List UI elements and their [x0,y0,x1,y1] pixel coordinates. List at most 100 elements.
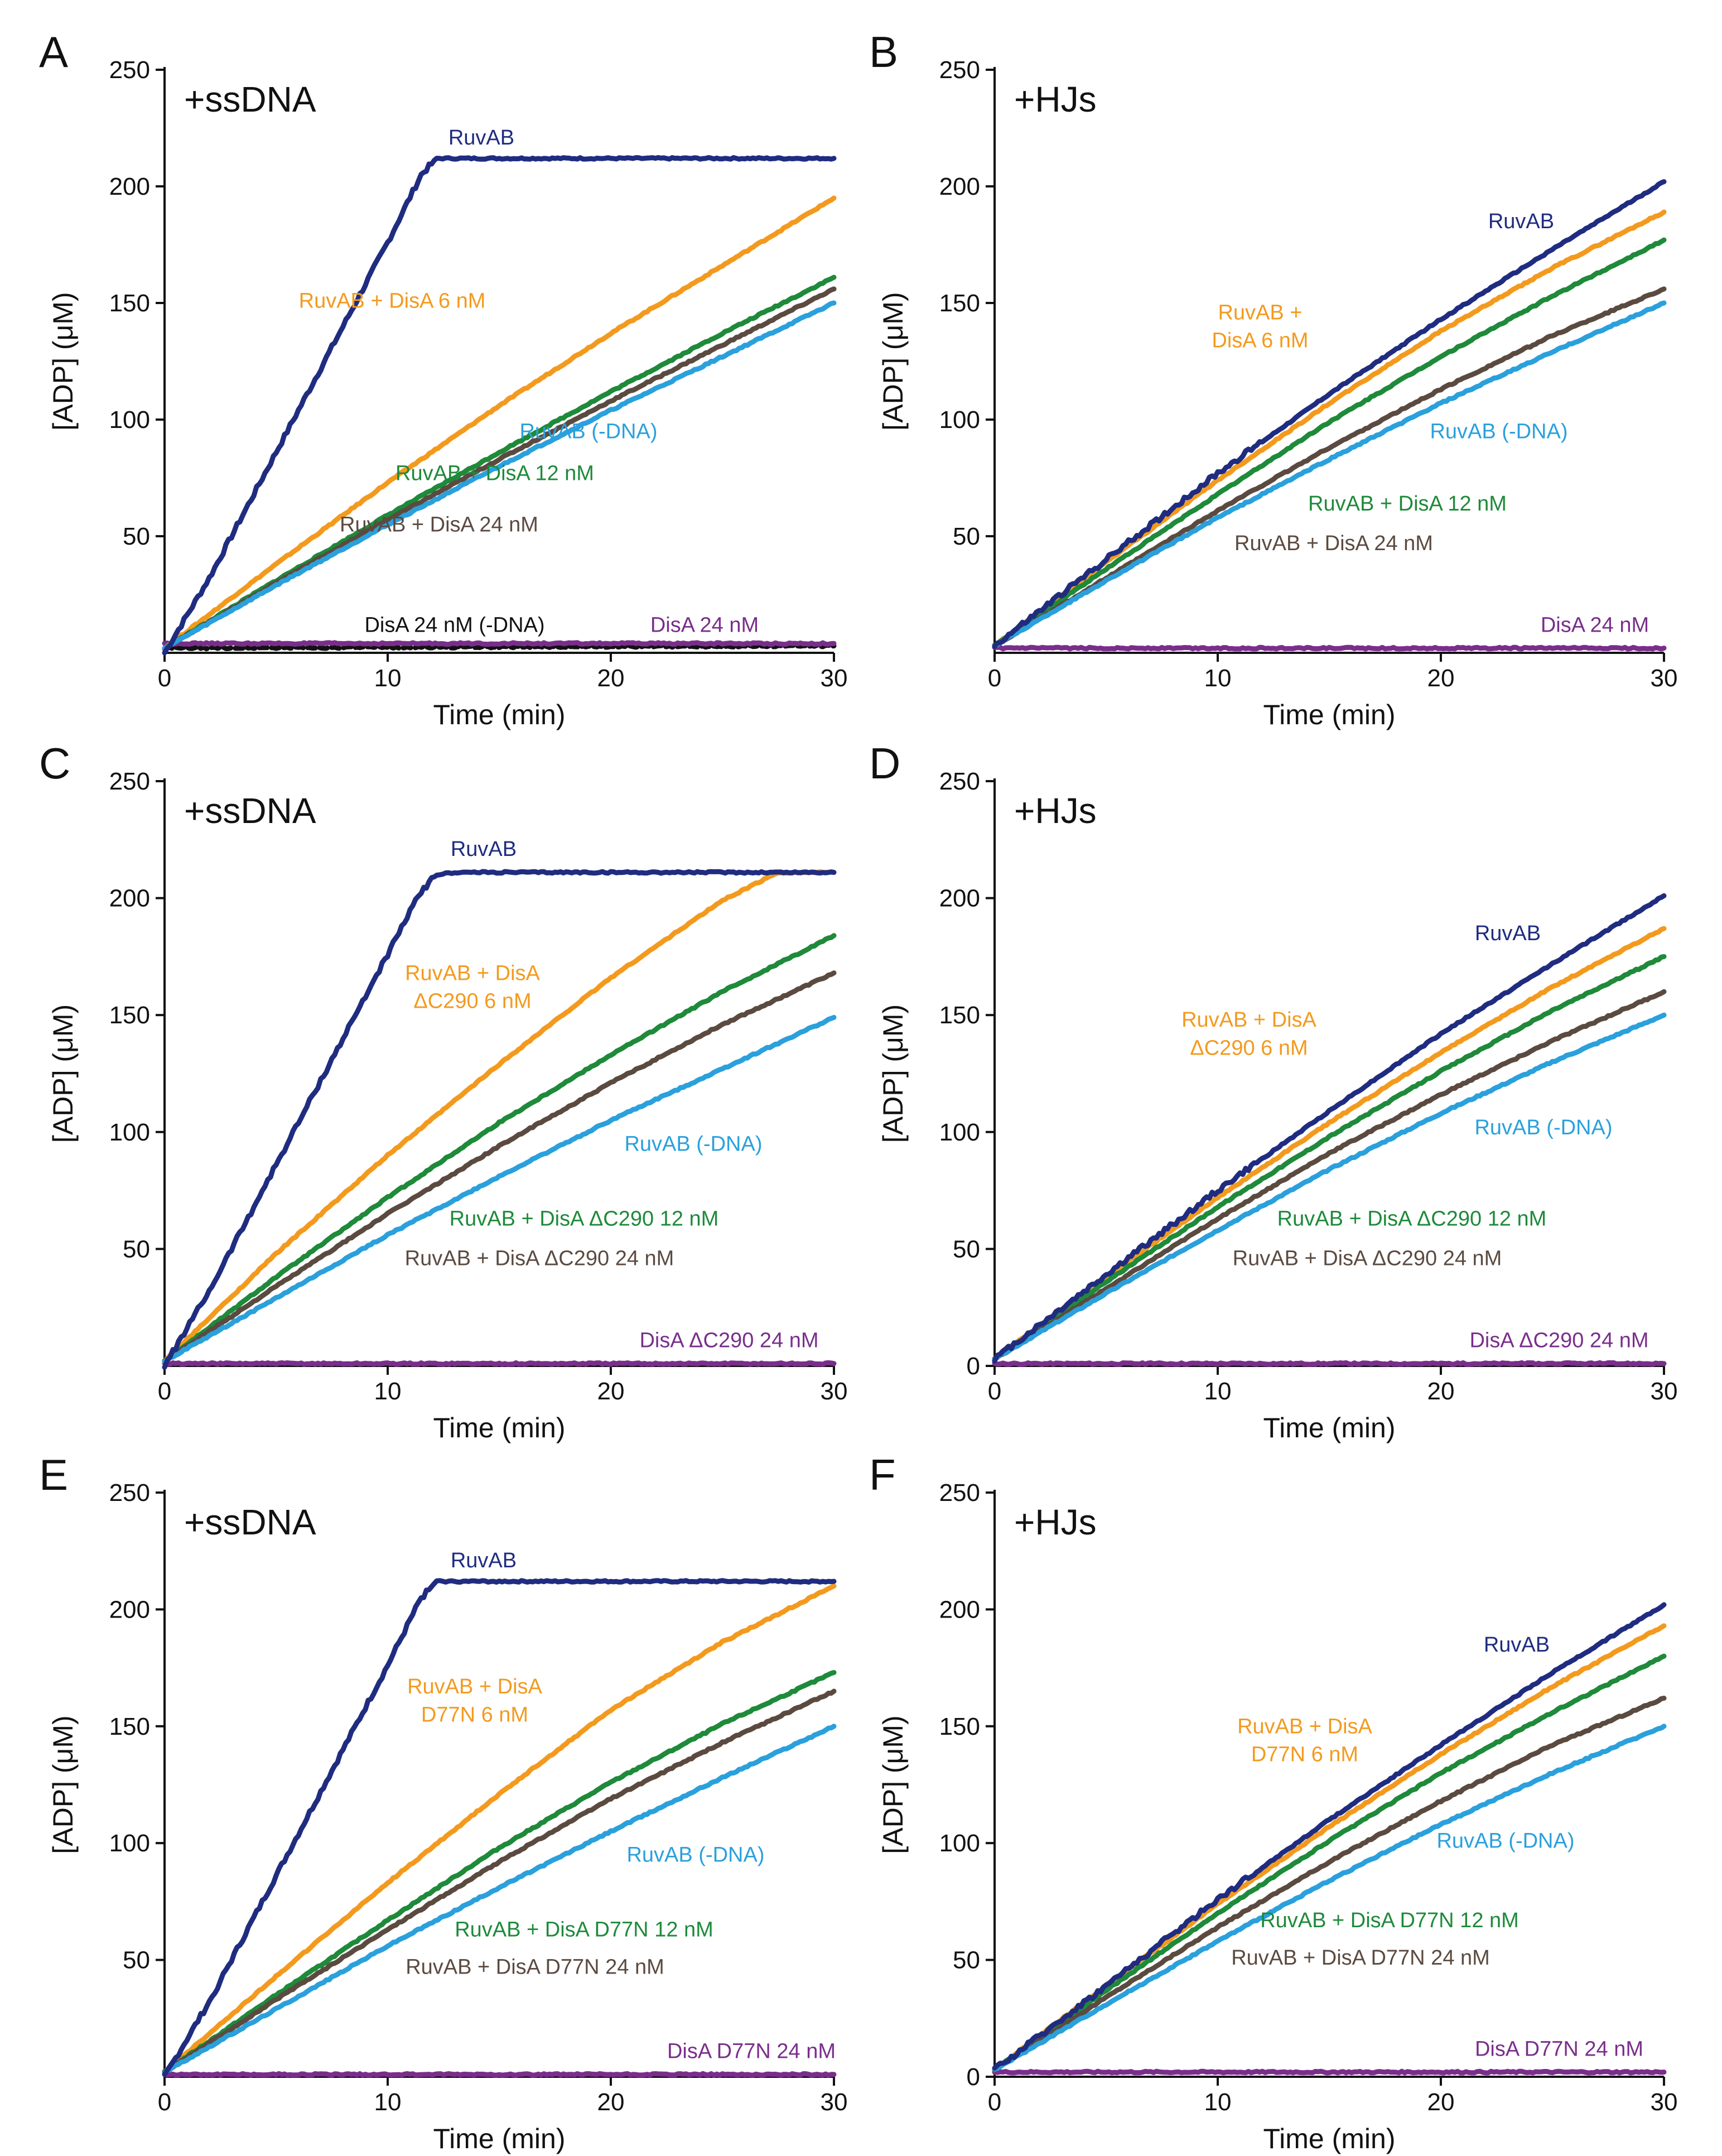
panel-e-y-tick-label: 200 [109,1596,150,1623]
panel-f-series-disa-d77n-24-nm [992,2068,1667,2076]
panel-e-condition: +ssDNA [184,1502,316,1542]
panel-d-condition: +HJs [1014,791,1097,831]
panel-f-x-tick-label: 20 [1427,2088,1455,2116]
panel-d-letter: D [869,739,900,788]
panel-a-y-axis-title: [ADP] (μM) [47,292,79,430]
panel-c-letter: C [39,739,70,788]
panel-e-y-axis-title: [ADP] (μM) [47,1715,79,1854]
panel-d-series-ruvab-disa-c290-24-nm [992,989,1667,1361]
panel-d-x-axis-title: Time (min) [1263,1412,1395,1443]
panel-e: E +ssDNA 50 100 150 200 250 0 10 20 30 Time (min) [A… [39,1450,847,2154]
panel-d-x-tick-label: 10 [1204,1378,1232,1405]
panel-f-y-axis-title: [ADP] (μM) [877,1715,909,1854]
panel-a-y-tick-label: 100 [109,406,150,434]
panel-e-series-label: RuvAB (-DNA) [626,1844,764,1867]
panel-d-y-tick-label: 0 [967,1353,980,1380]
panel-a-series-disa-24-nm-dna [162,642,837,652]
panel-b-series-label: RuvAB + [1218,301,1302,324]
panel-c-series-label: RuvAB + DisA ΔC290 12 nM [450,1207,719,1230]
panel-a-series-label: RuvAB (-DNA) [519,420,657,443]
panel-c-series-label: DisA ΔC290 24 nM [639,1329,818,1352]
panel-e-letter: E [39,1450,68,1499]
panel-d-series-ruvab-dna [992,1012,1667,1362]
panel-c-y-tick-label: 150 [109,1002,150,1029]
panel-b-y-tick-label: 200 [939,173,980,200]
panel-c-y-tick-label: 100 [109,1119,150,1146]
panel-a-y-tick-label: 200 [109,173,150,200]
panel-a-series-label: DisA 24 nM (-DNA) [364,613,544,637]
panel-a-letter: A [39,27,68,76]
panel-f: F +HJs 0 50 100 150 200 250 0 10 20 30 Time (min) [AD… [869,1450,1677,2154]
panel-c-x-tick-label: 0 [158,1378,171,1405]
panel-f-series-ruvab [992,1602,1667,2071]
panel-d-series-label: RuvAB + DisA ΔC290 12 nM [1277,1207,1547,1230]
panel-c-series-ruvab-disa-c290-6-nm [162,869,837,1364]
panel-e-series-ruvab [162,1578,837,2077]
panel-c-series-label: RuvAB (-DNA) [624,1132,762,1156]
panel-d-series-ruvab [992,893,1667,1364]
panel-c-series-disa-c290-24-nm [162,1360,837,1367]
panel-e-y-tick-label: 250 [109,1479,150,1507]
panel-f-series-label: RuvAB + DisA D77N 12 nM [1260,1909,1519,1932]
panel-a-series-ruvab-dna [162,300,837,651]
panel-f-x-tick-label: 10 [1204,2088,1232,2116]
panel-e-series-label: D77N 6 nM [421,1703,528,1726]
panel-b-x-tick-label: 10 [1204,665,1232,692]
panel-c-x-tick-label: 10 [374,1378,402,1405]
panel-c-y-tick-label: 200 [109,885,150,912]
panel-d-series-label: RuvAB [1475,922,1541,945]
panel-f-y-tick-label: 0 [967,2063,980,2091]
panel-e-series-label: RuvAB + DisA D77N 12 nM [455,1918,713,1942]
panel-f-condition: +HJs [1014,1502,1097,1542]
panel-f-series-label: DisA D77N 24 nM [1475,2037,1643,2061]
panel-a-series-disa-24-nm [162,640,837,647]
panel-d-series-disa-c290-24-nm [992,1360,1667,1367]
panel-e-x-tick-label: 0 [158,2088,171,2116]
panel-f-y-tick-label: 50 [953,1947,980,1974]
panel-c-series-label: RuvAB + DisA [405,961,540,985]
panel-b-y-axis-title: [ADP] (μM) [877,292,909,430]
panel-a-x-tick-label: 30 [821,665,848,692]
panel-e-x-axis-title: Time (min) [433,2123,565,2154]
panel-f-series-label: D77N 6 nM [1251,1743,1358,1767]
panel-f-series-label: RuvAB (-DNA) [1436,1830,1574,1853]
panel-b-series-label: DisA 6 nM [1212,329,1308,352]
panel-f-y-tick-label: 250 [939,1479,980,1507]
panel-b-x-axis-title: Time (min) [1263,699,1395,730]
panel-b-y-tick-label: 100 [939,406,980,434]
panel-a-x-tick-label: 10 [374,665,402,692]
panel-b-series-label: DisA 24 nM [1541,613,1649,637]
panel-d-x-tick-label: 20 [1427,1378,1455,1405]
panel-d-series-label: RuvAB + DisA ΔC290 24 nM [1233,1247,1502,1270]
panel-b-series-label: RuvAB [1488,210,1554,233]
panel-c-series-label: RuvAB + DisA ΔC290 24 nM [405,1247,674,1270]
panel-c-x-tick-label: 30 [821,1378,848,1405]
panel-b-y-tick-label: 50 [953,523,980,550]
panel-d-series-label: ΔC290 6 nM [1190,1036,1308,1060]
panel-b-y-tick-label: 250 [939,56,980,84]
panel-c-series-ruvab-disa-c290-12-nm [162,933,837,1364]
panel-c-series-ruvab-disa-c290-24-nm [162,970,837,1364]
panel-e-series-ruvab-disa-d77n-24-nm [162,1688,837,2075]
panel-d-series-label: RuvAB + DisA [1181,1008,1316,1032]
panel-e-series-label: DisA D77N 24 nM [667,2039,836,2063]
panel-d-y-tick-label: 100 [939,1119,980,1146]
panel-e-x-tick-label: 10 [374,2088,402,2116]
panel-b-x-tick-label: 30 [1651,665,1678,692]
panel-a-series-label: DisA 24 nM [650,613,759,637]
panel-a-condition: +ssDNA [184,79,316,119]
panel-a-y-tick-label: 50 [123,523,150,550]
panel-f-series-ruvab-dna [992,1724,1667,2072]
panel-d-y-tick-label: 150 [939,1002,980,1029]
panel-b-y-tick-label: 150 [939,290,980,317]
panel-e-series-disa-d77n-24-nm [162,2071,837,2078]
panel-a-series-label: RuvAB + DisA 24 nM [340,513,538,537]
panel-b-series-label: RuvAB + DisA 12 nM [1308,492,1507,516]
panel-e-series-label: RuvAB + DisA D77N 24 nM [406,1956,664,1979]
panel-f-series-label: RuvAB + DisA [1237,1715,1372,1738]
panel-f-series-ruvab-disa-d77n-12-nm [992,1653,1667,2072]
panel-a-x-tick-label: 0 [158,665,171,692]
panel-d-y-tick-label: 200 [939,885,980,912]
panel-d-x-tick-label: 30 [1651,1378,1678,1405]
